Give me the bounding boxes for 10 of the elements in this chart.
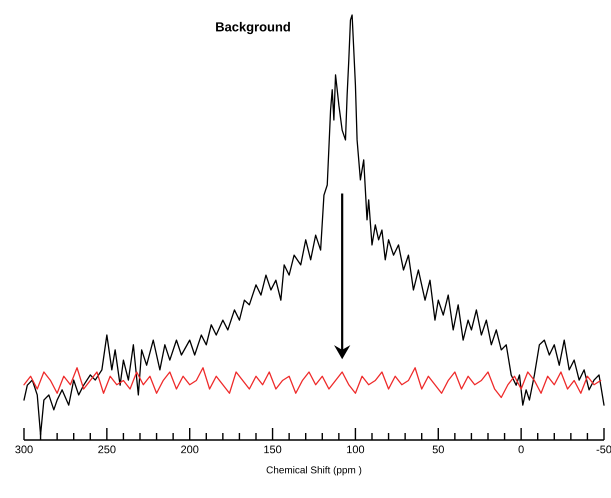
x-tick-label: 150 xyxy=(264,446,282,454)
annotation: Background xyxy=(216,22,290,34)
x-tick-label: 300 xyxy=(15,446,33,454)
x-tick-label: 250 xyxy=(98,446,116,454)
x-axis-title: Chemical Shift (ppm ) xyxy=(266,466,362,476)
x-tick-label: -50 xyxy=(596,446,611,454)
x-tick-label: 0 xyxy=(518,446,524,454)
x-tick-label: 200 xyxy=(181,446,198,454)
x-tick-label: 50 xyxy=(432,446,444,454)
x-tick-label: 100 xyxy=(347,446,364,454)
